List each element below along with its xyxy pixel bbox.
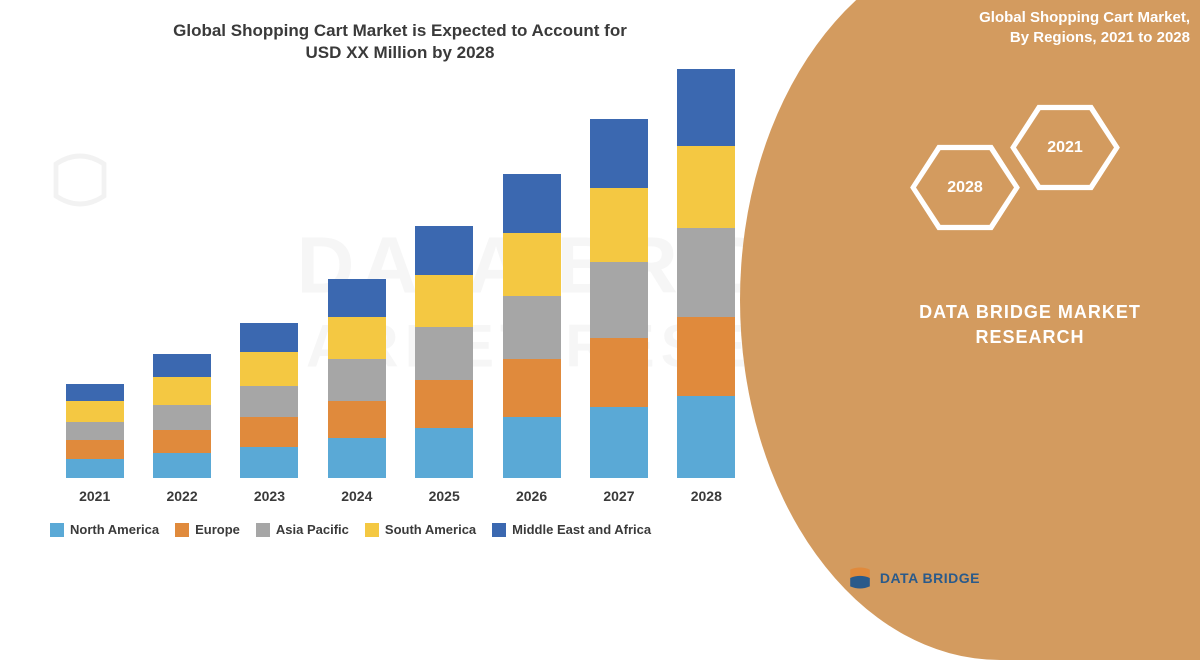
legend-item: Europe [175,522,240,537]
legend-swatch [175,523,189,537]
bar-segment [66,384,124,401]
legend-swatch [256,523,270,537]
bar-column: 2026 [492,174,572,504]
bar-stack [240,323,298,478]
hex-2028: 2028 [910,140,1020,235]
bar-segment [153,430,211,453]
x-axis-label: 2026 [516,488,547,504]
bar-segment [240,323,298,352]
footer-logo: DATA BRIDGE [846,564,980,592]
legend-item: South America [365,522,476,537]
bar-column: 2022 [142,354,222,504]
bar-segment [677,317,735,397]
legend-label: South America [385,522,476,537]
bar-segment [153,354,211,377]
x-axis-label: 2024 [341,488,372,504]
hex-2021: 2021 [1010,100,1120,195]
chart-title: Global Shopping Cart Market is Expected … [40,20,760,64]
legend-label: Europe [195,522,240,537]
legend-item: Middle East and Africa [492,522,651,537]
right-title-line2: By Regions, 2021 to 2028 [1010,29,1190,46]
bar-column: 2027 [579,119,659,504]
bar-segment [153,377,211,404]
x-axis-label: 2021 [79,488,110,504]
bar-segment [415,226,473,274]
bar-segment [415,275,473,328]
bar-segment [153,405,211,430]
brand-label: DATA BRIDGE MARKET RESEARCH [900,300,1160,350]
right-title-line1: Global Shopping Cart Market, [979,9,1190,26]
footer-logo-icon [846,564,874,592]
right-panel-title: Global Shopping Cart Market, By Regions,… [870,8,1190,47]
bar-stack [66,384,124,478]
bar-segment [677,228,735,316]
x-axis-label: 2027 [603,488,634,504]
bar-segment [328,438,386,478]
legend-swatch [50,523,64,537]
bar-segment [66,440,124,459]
x-axis-label: 2022 [166,488,197,504]
bar-segment [677,396,735,478]
legend-label: Asia Pacific [276,522,349,537]
bar-segment [328,279,386,317]
bar-segment [328,359,386,401]
legend-swatch [365,523,379,537]
bar-segment [415,380,473,428]
chart-title-line2: USD XX Million by 2028 [306,43,495,62]
legend-item: Asia Pacific [256,522,349,537]
legend-item: North America [50,522,159,537]
bar-stack [503,174,561,478]
legend-label: Middle East and Africa [512,522,651,537]
bar-segment [590,262,648,338]
bar-segment [240,386,298,418]
bar-segment [503,296,561,359]
hex-group: 2021 2028 [900,90,1160,270]
bar-column: 2028 [666,69,746,504]
bar-stack [153,354,211,478]
bar-segment [590,119,648,188]
legend-label: North America [70,522,159,537]
chart-title-line1: Global Shopping Cart Market is Expected … [173,21,627,40]
x-axis-label: 2028 [691,488,722,504]
bar-segment [66,459,124,478]
bar-stack [328,279,386,478]
brand-line1: DATA BRIDGE MARKET [919,302,1141,322]
bar-column: 2023 [229,323,309,504]
chart-region: Global Shopping Cart Market is Expected … [0,0,780,600]
footer-logo-text: DATA BRIDGE [880,570,980,586]
bar-segment [153,453,211,478]
bar-segment [66,401,124,422]
bar-stack [677,69,735,478]
bar-segment [415,428,473,478]
bar-segment [503,417,561,478]
bar-stack [590,119,648,478]
legend: North America Europe Asia Pacific South Ame… [40,522,760,537]
bar-segment [328,317,386,359]
bar-segment [503,359,561,418]
brand-line2: RESEARCH [975,327,1084,347]
bar-segment [590,338,648,407]
bar-segment [503,174,561,233]
bar-segment [677,146,735,228]
bar-segment [677,69,735,147]
bar-stack [415,226,473,478]
bar-segment [240,352,298,386]
x-axis-label: 2025 [429,488,460,504]
bars-container: 2021 2022 2023 2024 2025 2026 2027 2028 [40,84,760,504]
bar-segment [590,407,648,478]
bar-segment [66,422,124,441]
bar-column: 2024 [317,279,397,504]
bar-segment [415,327,473,380]
bar-segment [503,233,561,296]
bar-segment [240,417,298,446]
x-axis-label: 2023 [254,488,285,504]
bar-segment [328,401,386,439]
bar-column: 2021 [55,384,135,504]
right-panel: Global Shopping Cart Market, By Regions,… [780,0,1200,600]
bar-segment [590,188,648,262]
bar-segment [240,447,298,479]
legend-swatch [492,523,506,537]
bar-column: 2025 [404,226,484,504]
